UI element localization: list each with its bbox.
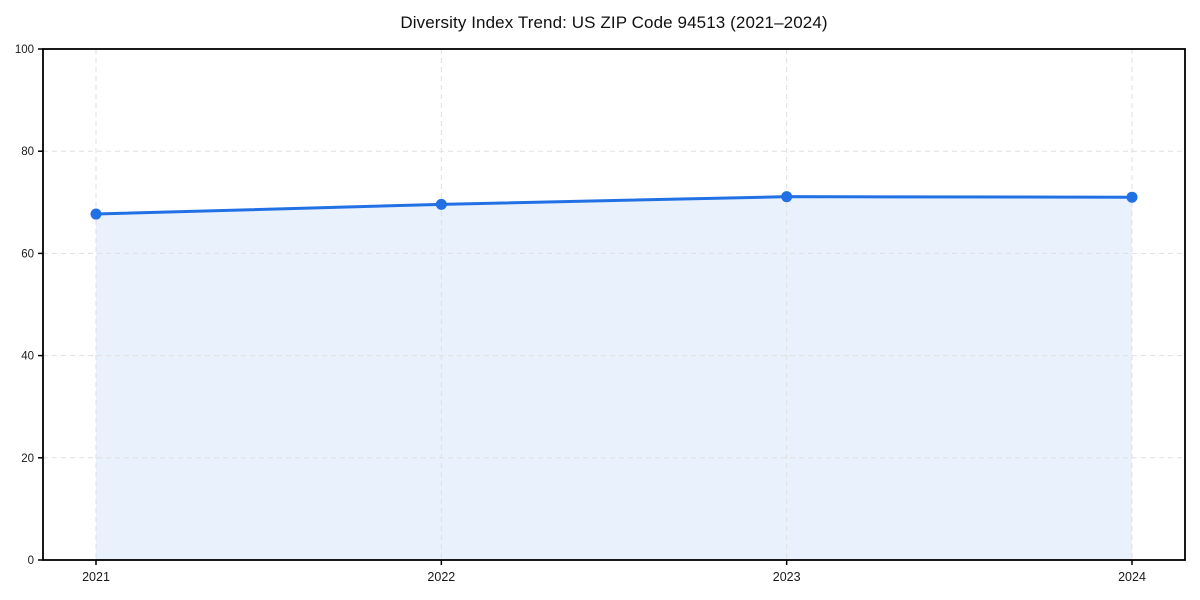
chart-title: Diversity Index Trend: US ZIP Code 94513… (400, 13, 828, 32)
plot-border (42, 48, 1186, 561)
x-tick-label: 2023 (773, 570, 801, 584)
x-tick-label: 2021 (82, 570, 110, 584)
y-tick-label: 20 (21, 453, 34, 465)
data-point-2021 (90, 208, 102, 220)
y-tick-label: 0 (28, 555, 34, 567)
data-point-2022 (435, 198, 447, 210)
area-fill (96, 196, 1132, 560)
y-tick-label: 80 (21, 146, 34, 158)
x-tick-label: 2022 (427, 570, 455, 584)
y-tick-label: 60 (21, 248, 34, 260)
x-tick-label: 2024 (1118, 570, 1146, 584)
data-point-2023 (781, 191, 793, 203)
y-tick-label: 100 (15, 44, 34, 56)
trend-line (94, 195, 1134, 216)
y-tick-label: 40 (21, 351, 34, 363)
data-point-2024 (1126, 191, 1138, 203)
